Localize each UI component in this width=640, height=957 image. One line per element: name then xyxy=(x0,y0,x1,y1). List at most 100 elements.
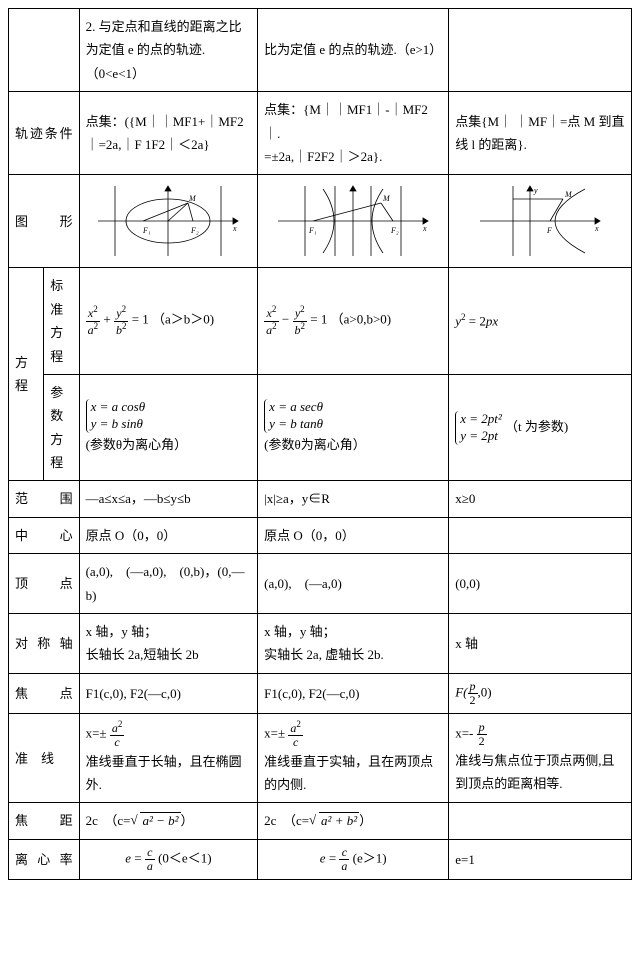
dir-h-pre: x=± xyxy=(264,726,285,741)
cell-center-p xyxy=(449,517,632,553)
cell-focus-h: F1(c,0), F2(—c,0) xyxy=(258,673,449,713)
parabola-icon: F M x y xyxy=(475,181,605,261)
svg-text:F₁: F₁ xyxy=(308,226,317,235)
cell-dir-h: x=± a2c 准线垂直于实轴，且在两顶点的内侧. xyxy=(258,714,449,803)
svg-text:F₂: F₂ xyxy=(390,226,399,235)
cell-locus-hyperbola: 点集：{M｜｜MF1｜-｜MF2｜. =±2a,｜F2F2｜＞2a}. xyxy=(258,92,449,175)
std-ellipse-cond: （a＞b＞0) xyxy=(152,312,214,327)
row-label-focal: 焦距 xyxy=(9,803,80,839)
cell-focus-e: F1(c,0), F2(—c,0) xyxy=(79,673,258,713)
row-label-param: 参数方程 xyxy=(44,374,79,481)
row-label-directrix: 准 线 xyxy=(9,714,80,803)
focal-e-rad: a² − b² xyxy=(140,812,180,828)
row-label-vertex: 顶点 xyxy=(9,554,80,614)
param-h-l2: y = b tanθ xyxy=(269,416,323,431)
table-row: 准 线 x=± a2c 准线垂直于长轴，且在椭圆外. x=± a2c 准线垂直于… xyxy=(9,714,632,803)
row-label-locus: 轨迹条件 xyxy=(9,92,80,175)
param-e-note: (参数θ为离心角） xyxy=(86,437,188,452)
table-row: 轨迹条件 点集：({M｜｜MF1+｜MF2｜=2a,｜F 1F2｜＜2a} 点集… xyxy=(9,92,632,175)
param-p-note: （t 为参数) xyxy=(505,419,568,434)
cell-ecc-e: e = ca (0＜e＜1) xyxy=(79,839,258,879)
conic-table: 2. 与定点和直线的距离之比为定值 e 的点的轨迹.（0<e<1） 比为定值 e… xyxy=(8,8,632,880)
cell-center-h: 原点 O（0，0） xyxy=(258,517,449,553)
param-e-l2: y = b sinθ xyxy=(91,416,143,431)
cell-std-parabola: y2 = 2px xyxy=(449,268,632,375)
cell-vertex-h: (a,0), (—a,0) xyxy=(258,554,449,614)
cell-ecc-p: e=1 xyxy=(449,839,632,879)
dir-e-note: 准线垂直于长轴，且在椭圆外. xyxy=(86,754,242,792)
row-label-focus: 焦点 xyxy=(9,673,80,713)
focal-e-tail: ） xyxy=(181,813,194,828)
cell-def-ellipse: 2. 与定点和直线的距离之比为定值 e 的点的轨迹.（0<e<1） xyxy=(79,9,258,92)
param-p-l1: x = 2pt² xyxy=(460,411,502,426)
table-row: 2. 与定点和直线的距离之比为定值 e 的点的轨迹.（0<e<1） 比为定值 e… xyxy=(9,9,632,92)
cell-ecc-h: e = ca (e＞1) xyxy=(258,839,449,879)
svg-text:F₁: F₁ xyxy=(142,226,151,235)
cell-axis-e: x 轴，y 轴； 长轴长 2a,短轴长 2b xyxy=(79,614,258,674)
cell-axis-h: x 轴，y 轴； 实轴长 2a, 虚轴长 2b. xyxy=(258,614,449,674)
cell-range-h: |x|≥a，y∈R xyxy=(258,481,449,517)
cell-figure-ellipse: F₁ F₂ M x xyxy=(79,175,258,268)
svg-text:x: x xyxy=(594,224,599,233)
cell-focal-p xyxy=(449,803,632,839)
cell-figure-parabola: F M x y xyxy=(449,175,632,268)
cell-focus-p: F(p2,0) xyxy=(449,673,632,713)
table-row: 离心率 e = ca (0＜e＜1) e = ca (e＞1) e=1 xyxy=(9,839,632,879)
cell-std-hyperbola: x2a2 − y2b2 = 1 （a>0,b>0) xyxy=(258,268,449,375)
focal-e-pre: 2c （c= xyxy=(86,813,131,828)
dir-p-note: 准线与焦点位于顶点两侧,且到顶点的距离相等. xyxy=(455,753,614,791)
row-label-range: 范围 xyxy=(9,481,80,517)
svg-text:F: F xyxy=(546,226,552,235)
cell-center-e: 原点 O（0，0） xyxy=(79,517,258,553)
focus-p-pre: F( xyxy=(455,684,467,699)
hyperbola-icon: F₁ F₂ M x xyxy=(273,181,433,261)
cell-dir-e: x=± a2c 准线垂直于长轴，且在椭圆外. xyxy=(79,714,258,803)
cell-param-parabola: x = 2pt² y = 2pt （t 为参数) xyxy=(449,374,632,481)
table-row: 焦距 2c （c= a² − b²） 2c （c=a² + b²） xyxy=(9,803,632,839)
cell-range-e: —a≤x≤a，—b≤y≤b xyxy=(79,481,258,517)
cell-focal-h: 2c （c=a² + b²） xyxy=(258,803,449,839)
table-row: 方程 标准方程 x2a2 + y2b2 = 1 （a＞b＞0) x2a2 − y… xyxy=(9,268,632,375)
cell-def-hyperbola: 比为定值 e 的点的轨迹.（e>1） xyxy=(258,9,449,92)
cell-param-hyperbola: x = a secθ y = b tanθ (参数θ为离心角） xyxy=(258,374,449,481)
ecc-h-tail: (e＞1) xyxy=(353,850,387,865)
ecc-e-tail: (0＜e＜1) xyxy=(158,850,211,865)
table-row: 顶点 (a,0), (—a,0), (0,b)，(0,—b) (a,0), (—… xyxy=(9,554,632,614)
dir-h-note: 准线垂直于实轴，且在两顶点的内侧. xyxy=(264,754,433,792)
row-label-equation: 方程 xyxy=(9,268,44,481)
cell-vertex-e: (a,0), (—a,0), (0,b)，(0,—b) xyxy=(79,554,258,614)
row-label-center: 中心 xyxy=(9,517,80,553)
cell-param-ellipse: x = a cosθ y = b sinθ (参数θ为离心角） xyxy=(79,374,258,481)
svg-text:x: x xyxy=(232,224,237,233)
cell-def-parabola xyxy=(449,9,632,92)
dir-p-pre: x=- xyxy=(455,726,473,741)
cell-locus-parabola: 点集{M｜ ｜MF｜=点 M 到直线 l 的距离}. xyxy=(449,92,632,175)
table-row: 参数方程 x = a cosθ y = b sinθ (参数θ为离心角） x =… xyxy=(9,374,632,481)
table-row: 焦点 F1(c,0), F2(—c,0) F1(c,0), F2(—c,0) F… xyxy=(9,673,632,713)
cell-axis-p: x 轴 xyxy=(449,614,632,674)
cell-focal-e: 2c （c= a² − b²） xyxy=(79,803,258,839)
std-hyp-cond: （a>0,b>0) xyxy=(331,312,392,327)
cell-vertex-p: (0,0) xyxy=(449,554,632,614)
cell-locus-ellipse: 点集：({M｜｜MF1+｜MF2｜=2a,｜F 1F2｜＜2a} xyxy=(79,92,258,175)
table-row: 范围 —a≤x≤a，—b≤y≤b |x|≥a，y∈R x≥0 xyxy=(9,481,632,517)
svg-text:F₂: F₂ xyxy=(190,226,199,235)
param-h-l1: x = a secθ xyxy=(269,399,323,414)
row-label-axis: 对称轴 xyxy=(9,614,80,674)
cell-figure-hyperbola: F₁ F₂ M x xyxy=(258,175,449,268)
param-h-note: (参数θ为离心角） xyxy=(264,437,366,452)
svg-text:M: M xyxy=(188,194,197,203)
table-row: 中心 原点 O（0，0） 原点 O（0，0） xyxy=(9,517,632,553)
ellipse-icon: F₁ F₂ M x xyxy=(93,181,243,261)
param-e-l1: x = a cosθ xyxy=(91,399,146,414)
table-row: 图形 F₁ F₂ M x xyxy=(9,175,632,268)
dir-e-pre: x=± xyxy=(86,726,107,741)
row-label-figure: 图形 xyxy=(9,175,80,268)
cell-dir-p: x=- p2 准线与焦点位于顶点两侧,且到顶点的距离相等. xyxy=(449,714,632,803)
svg-text:y: y xyxy=(533,186,538,195)
focal-h-pre: 2c （c= xyxy=(264,813,309,828)
svg-text:x: x xyxy=(422,224,427,233)
table-row: 对称轴 x 轴，y 轴； 长轴长 2a,短轴长 2b x 轴，y 轴； 实轴长 … xyxy=(9,614,632,674)
row-label-ecc: 离心率 xyxy=(9,839,80,879)
cell-range-p: x≥0 xyxy=(449,481,632,517)
